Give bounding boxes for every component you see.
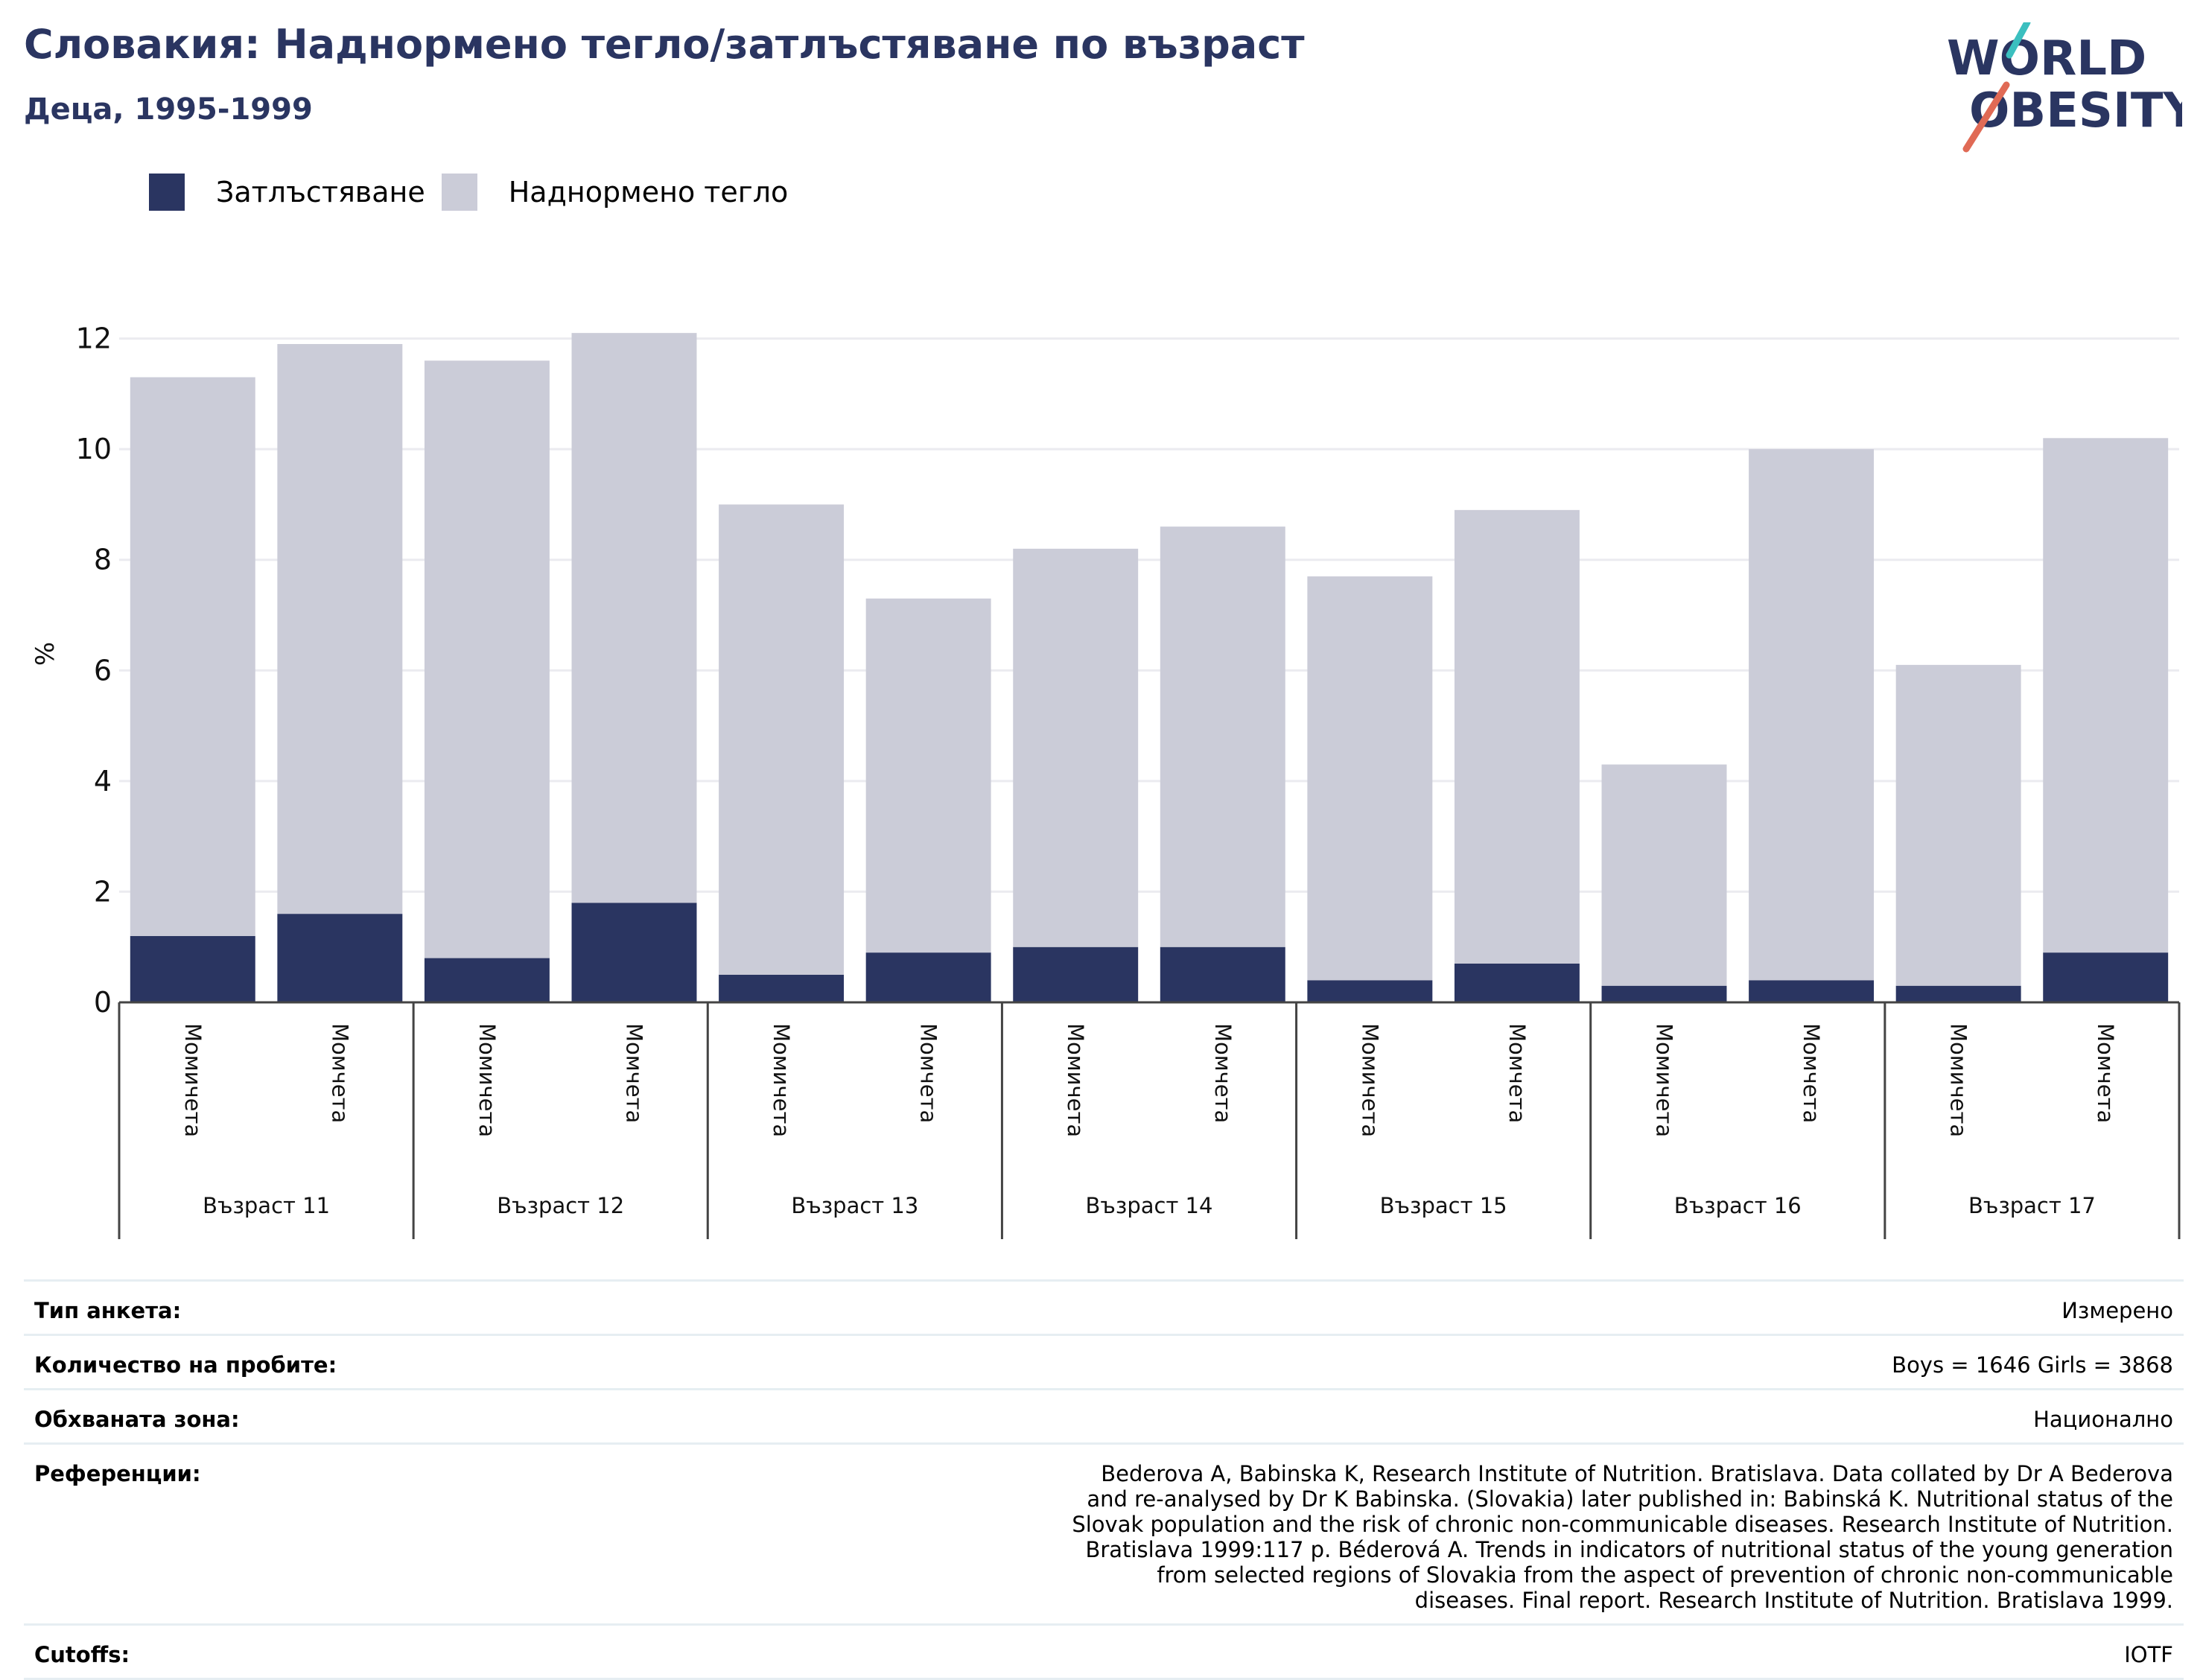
bar-overweight [2043,438,2169,953]
bar-overweight [571,333,697,903]
bar-overweight [1454,509,1580,964]
x-category-label: Момчета [1799,1023,1824,1123]
info-label-survey-type: Тип анкета: [24,1279,492,1335]
info-row-survey-type: Тип анкета: Измерено [24,1279,2184,1335]
bar-overweight [865,598,991,953]
stacked-bar-chart: 0 2 4 6 8 10 12% Момичета Момчета Момичета Момчета… [31,322,2181,1239]
bar-obesity [1895,985,2021,1002]
chart-legend: Затлъстяване Наднормено тегло [149,171,804,213]
x-category-label: Момчета [327,1023,352,1123]
bar-obesity [1601,985,1727,1002]
y-tick-label: 2 [94,875,112,908]
bar-obesity [1160,946,1285,1002]
bar-obesity [277,914,403,1002]
y-tick-label: 8 [94,544,112,576]
legend-label-obesity: Затлъстяване [216,176,425,209]
bar-overweight [1160,526,1285,947]
info-label-cutoffs: Cutoffs: [24,1623,492,1680]
survey-info-table: Тип анкета: Измерено Количество на проби… [24,1279,2184,1680]
x-category-label: Момичета [1946,1023,1971,1137]
x-category-label: Момчета [916,1023,941,1123]
x-category-label: Момчета [1210,1023,1236,1123]
x-category-label: Момчета [2093,1023,2118,1123]
bar-obesity [1454,964,1580,1002]
bar-obesity [1307,980,1433,1002]
bar-overweight [277,344,403,914]
info-row-area-covered: Обхваната зона: Национално [24,1388,2184,1444]
legend-swatch-obesity [149,174,185,211]
bar-obesity [1749,980,1875,1002]
logo-slash-teal [2006,22,2031,59]
info-row-sample-size: Количество на пробите: Boys = 1646 Girls… [24,1334,2184,1390]
info-label-references: Референции: [24,1442,492,1625]
info-value-references: Bederova A, Babinska K, Research Institu… [492,1442,2184,1625]
legend-swatch-overweight [441,174,477,211]
legend-item-obesity: Затлъстяване [149,174,425,211]
x-category-label: Момичета [180,1023,206,1137]
x-group-label: Възраст 12 [497,1193,624,1218]
info-row-references: Референции: Bederova A, Babinska K, Rese… [24,1442,2184,1625]
x-category-label: Момичета [769,1023,794,1137]
x-category-label: Момичета [1357,1023,1382,1137]
bar-overweight [1749,449,1875,981]
bar-obesity [1013,946,1139,1002]
info-value-sample-size: Boys = 1646 Girls = 3868 [492,1334,2184,1390]
bar-overweight [1895,664,2021,986]
bar-obesity [719,974,845,1002]
logo-text-world: WORLD [1947,31,2146,86]
info-value-area-covered: Национално [492,1388,2184,1444]
x-group-label: Възраст 13 [791,1193,918,1218]
bar-overweight [424,360,550,958]
bar-obesity [865,952,991,1002]
bar-overweight [1601,764,1727,986]
x-group-label: Възраст 11 [203,1193,330,1218]
info-label-sample-size: Количество на пробите: [24,1334,492,1390]
bar-overweight [130,377,255,936]
legend-item-overweight: Наднормено тегло [441,174,789,211]
bar-obesity [424,958,550,1002]
x-category-label: Момчета [622,1023,647,1123]
x-category-label: Момичета [474,1023,500,1137]
bar-obesity [2043,952,2169,1002]
world-obesity-logo: WORLD OBESITY [1947,22,2182,153]
info-value-survey-type: Измерено [492,1279,2184,1335]
y-tick-label: 10 [76,433,112,465]
y-axis-label: % [31,642,60,666]
x-category-label: Момичета [1063,1023,1088,1137]
x-category-label: Момчета [1504,1023,1530,1123]
bar-overweight [1013,548,1139,947]
logo-slash-coral [1962,81,2010,153]
info-value-cutoffs: IOTF [492,1623,2184,1680]
y-tick-label: 4 [94,765,112,798]
x-group-label: Възраст 14 [1086,1193,1213,1218]
x-category-label: Момичета [1652,1023,1677,1137]
y-tick-label: 6 [94,654,112,687]
x-group-label: Възраст 16 [1674,1193,1802,1218]
chart-title: Словакия: Наднормено тегло/затлъстяване … [24,21,1305,68]
x-group-label: Възраст 17 [1968,1193,2096,1218]
info-label-area-covered: Обхваната зона: [24,1388,492,1444]
y-tick-label: 0 [94,986,112,1019]
bar-obesity [571,903,697,1002]
info-row-cutoffs: Cutoffs: IOTF [24,1623,2184,1680]
legend-label-overweight: Наднормено тегло [508,176,789,209]
y-tick-label: 12 [76,322,112,355]
bar-overweight [719,504,845,975]
chart-subtitle: Деца, 1995-1999 [24,92,313,127]
bar-overweight [1307,576,1433,981]
x-group-label: Възраст 15 [1380,1193,1507,1218]
bar-obesity [130,935,255,1002]
